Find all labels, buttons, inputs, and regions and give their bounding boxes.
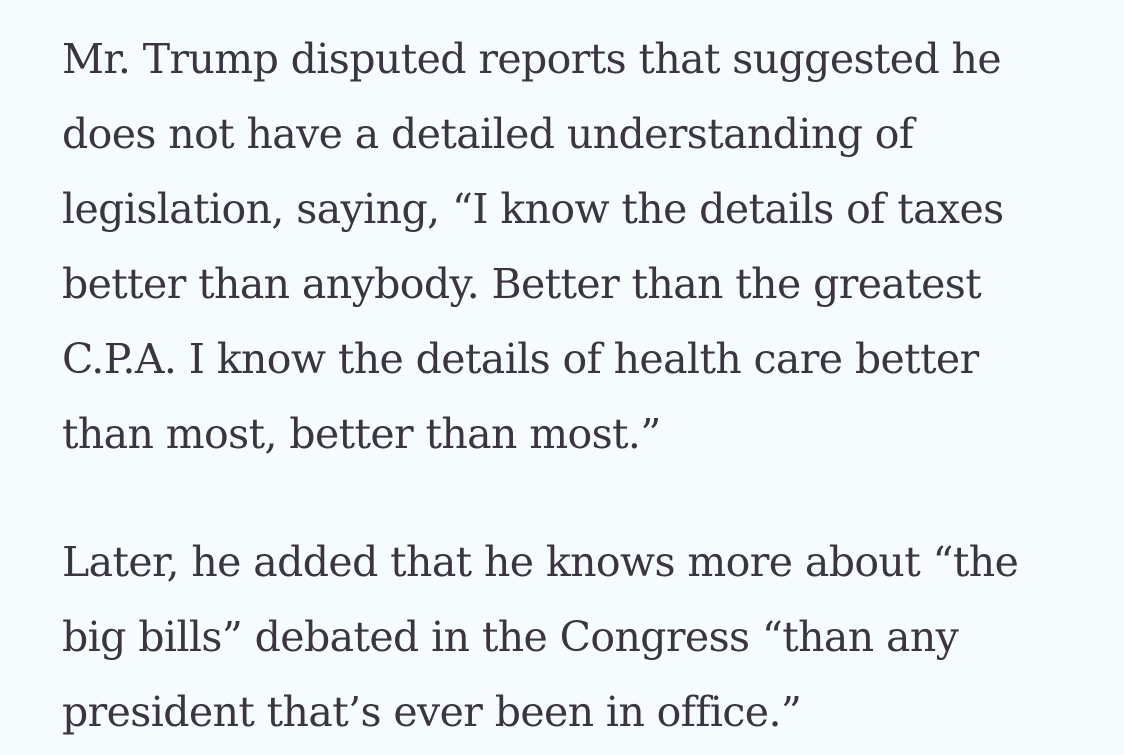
paragraph-line: Later, he added that he knows more about…: [62, 538, 1019, 586]
paragraph-2: Later, he added that he knows more about…: [62, 525, 1102, 750]
paragraph-line: better than anybody. Better than the gre…: [62, 260, 982, 308]
paragraph-line: Mr. Trump disputed reports that suggeste…: [62, 35, 1002, 83]
paragraph-line: C.P.A. I know the details of health care…: [62, 335, 979, 383]
article-body: Mr. Trump disputed reports that suggeste…: [62, 22, 1102, 750]
paragraph-line: president that’s ever been in office.”: [62, 688, 802, 736]
paragraph-line: does not have a detailed understanding o…: [62, 110, 914, 158]
paragraph-line: legislation, saying, “I know the details…: [62, 185, 1004, 233]
paragraph-1: Mr. Trump disputed reports that suggeste…: [62, 22, 1102, 472]
paragraph-line: than most, better than most.”: [62, 410, 661, 458]
paragraph-line: big bills” debated in the Congress “than…: [62, 613, 959, 661]
